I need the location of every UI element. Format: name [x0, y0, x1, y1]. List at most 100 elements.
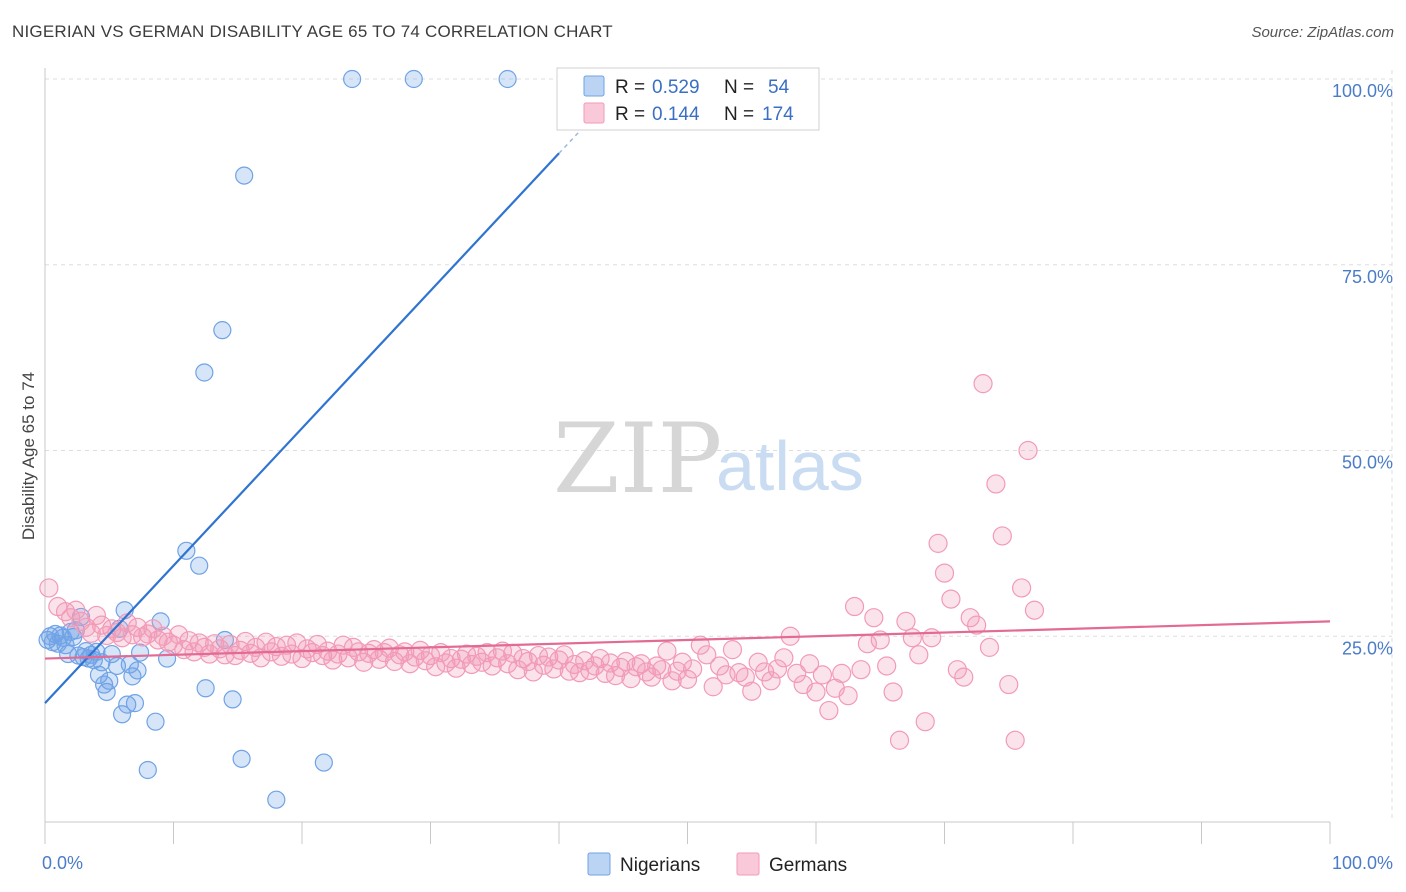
source-credit: Source: ZipAtlas.com [1251, 24, 1394, 41]
german-point [967, 615, 987, 635]
series-legend: Nigerians Germans [587, 852, 847, 876]
tick-labels: 100.0% 75.0% 50.0% 25.0% 0.0% 100.0% [42, 81, 1393, 873]
nigerian-point [196, 679, 215, 698]
nigerian-point [138, 760, 157, 780]
y-tick-label-2: 50.0% [1342, 453, 1393, 473]
nigerian-points [38, 69, 517, 809]
nigerian-point [102, 644, 121, 664]
german-point [513, 648, 533, 669]
german-point [86, 605, 107, 626]
german-point [235, 631, 256, 652]
german-point [410, 640, 430, 660]
german-point [518, 651, 538, 672]
german-point [844, 596, 865, 617]
legend-r-value-1: 0.529 [652, 77, 700, 98]
german-point [626, 657, 646, 677]
legend-r-label-1: R = [615, 77, 645, 98]
german-point [600, 653, 621, 673]
german-point [819, 700, 839, 721]
legend-swatch-nigerians [583, 75, 605, 97]
german-point [1005, 730, 1025, 750]
nigerian-point [343, 69, 362, 89]
german-point [657, 641, 677, 661]
german-points [39, 374, 1045, 750]
nigerian-point [118, 695, 137, 714]
watermark: ZIP atlas [553, 403, 864, 515]
german-point [127, 617, 148, 637]
nigerian-trend-line [44, 152, 560, 704]
nigerian-point [232, 749, 251, 768]
german-point [91, 615, 112, 635]
german-point [158, 632, 178, 652]
german-point [999, 674, 1019, 695]
german-point [184, 642, 204, 662]
german-point [143, 619, 163, 639]
legend-n-label-1: N = [724, 77, 754, 98]
german-point [979, 637, 1000, 657]
german-point [415, 651, 435, 671]
german-point [636, 662, 656, 682]
german-point [1024, 600, 1045, 620]
nigerian-point [100, 671, 119, 690]
nigerian-trend-extension [558, 125, 586, 154]
german-point [832, 663, 852, 684]
german-point [915, 712, 935, 732]
chart-title: NIGERIAN VS GERMAN DISABILITY AGE 65 TO … [12, 22, 613, 41]
german-point [742, 681, 762, 701]
y-tick-label-1: 75.0% [1342, 267, 1393, 287]
trend-lines [44, 125, 1331, 704]
german-point [647, 656, 667, 676]
nigerian-point [190, 556, 209, 575]
german-point [292, 648, 312, 669]
german-point [877, 656, 897, 676]
nigerian-point [151, 612, 170, 631]
legend-n-label-2: N = [724, 104, 754, 125]
legend-n-value-2: 174 [762, 104, 794, 125]
german-point [864, 608, 884, 628]
german-point [575, 651, 595, 671]
german-point [799, 654, 820, 674]
german-point [39, 578, 59, 598]
german-trend-line [44, 620, 1331, 660]
german-point [215, 645, 235, 665]
german-point [889, 730, 910, 750]
german-point [787, 663, 807, 684]
correlation-legend: R = 0.529 N = 54 R = 0.144 N = 174 [556, 67, 820, 131]
y-axis-label: Disability Age 65 to 74 [19, 372, 38, 540]
german-point [986, 474, 1006, 494]
german-point [528, 645, 549, 666]
y-tick-label-3: 25.0% [1342, 638, 1393, 658]
nigerian-point [213, 321, 232, 340]
german-point [812, 665, 833, 685]
german-point [947, 660, 967, 680]
nigerian-point [498, 69, 517, 89]
german-point [934, 563, 955, 583]
german-point [697, 645, 717, 665]
watermark-atlas: atlas [716, 427, 864, 505]
german-point [767, 659, 788, 679]
german-point [66, 600, 86, 620]
german-point [426, 657, 446, 677]
nigerian-point [146, 712, 165, 731]
nigerian-point [112, 705, 132, 724]
bottom-legend-germans: Germans [769, 855, 847, 876]
nigerian-point [123, 667, 142, 686]
german-point [133, 627, 153, 647]
german-point [169, 625, 189, 645]
nigerian-point [267, 790, 286, 809]
nigerian-point [195, 363, 214, 382]
german-point [883, 682, 903, 702]
german-point [590, 648, 610, 669]
german-point [472, 652, 492, 672]
german-point [446, 658, 466, 678]
legend-r-label-2: R = [615, 104, 645, 125]
nigerian-point [235, 166, 254, 185]
german-point [307, 634, 328, 655]
german-point [107, 622, 127, 643]
german-point [441, 648, 461, 669]
german-point [960, 608, 980, 628]
german-point [508, 660, 528, 680]
nigerian-point [128, 661, 147, 680]
german-point [1011, 578, 1032, 598]
